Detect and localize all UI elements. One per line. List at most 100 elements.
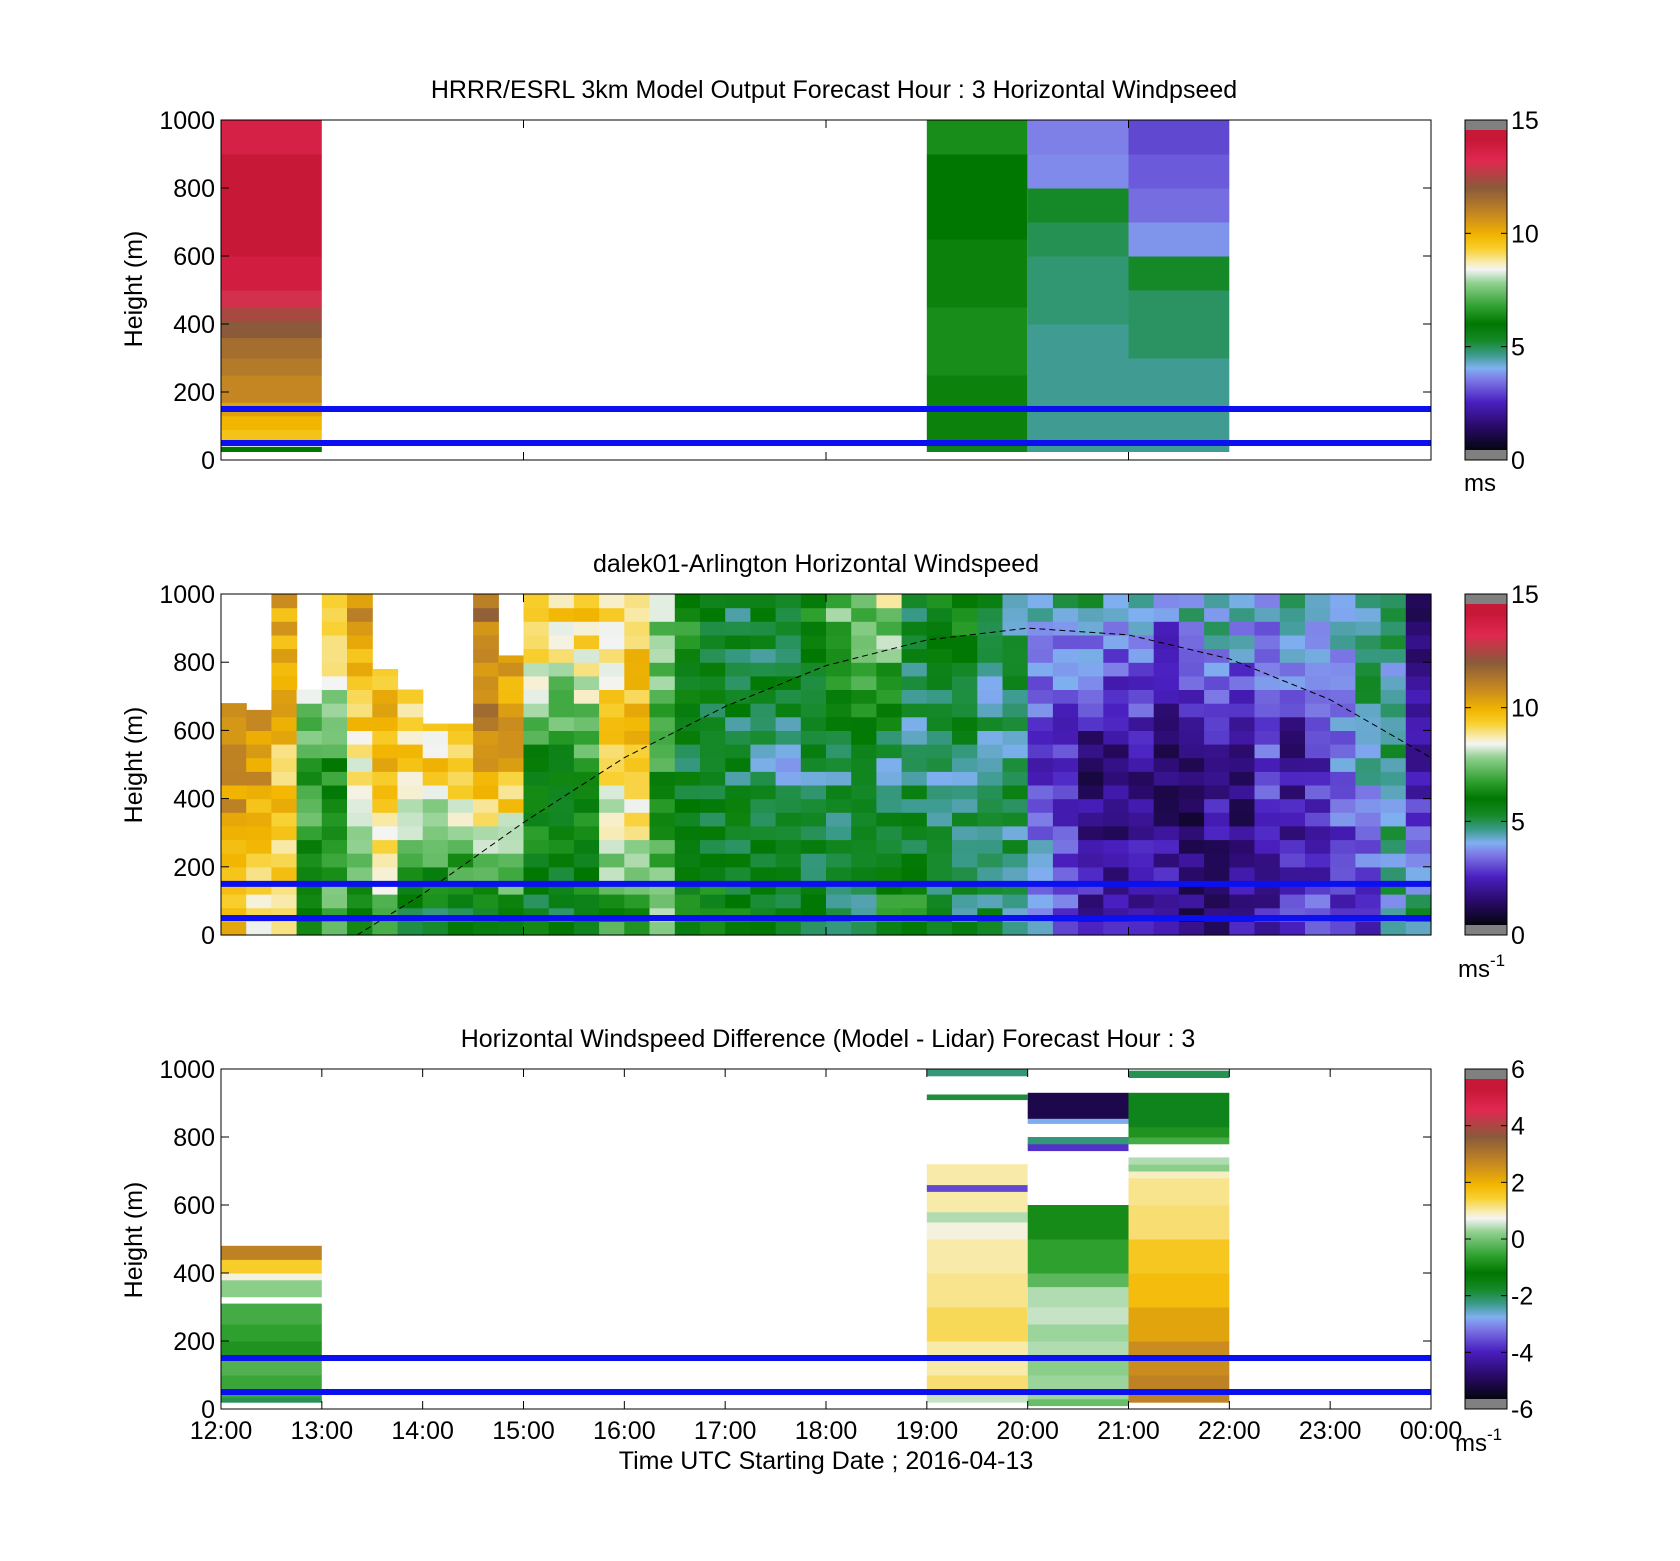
heatmap-cell <box>1078 853 1104 868</box>
heatmap-cell <box>1052 839 1079 854</box>
heatmap-cell <box>1405 853 1432 868</box>
heatmap-cell <box>876 703 903 718</box>
heatmap-cell <box>1204 825 1230 841</box>
heatmap-cell <box>1380 839 1407 854</box>
heatmap-cell <box>800 662 827 677</box>
heatmap-cell <box>1330 703 1356 718</box>
heatmap-cell <box>321 703 348 718</box>
heatmap-cell <box>851 689 877 704</box>
heatmap-cell <box>851 675 877 690</box>
heatmap-cell <box>775 921 802 936</box>
heatmap-cell <box>826 894 852 909</box>
heatmap-cell <box>826 785 852 800</box>
heatmap-cell <box>1128 1239 1230 1274</box>
heatmap-cell <box>901 894 928 909</box>
heatmap-cell <box>1279 648 1306 663</box>
heatmap-cell <box>599 634 625 650</box>
heatmap-cell <box>221 757 247 772</box>
heatmap-cell <box>775 607 802 622</box>
heatmap-cell <box>826 634 852 650</box>
heatmap-cell <box>775 648 802 663</box>
heatmap-cell <box>952 662 978 677</box>
heatmap-cell <box>447 723 474 731</box>
heatmap-cell <box>221 446 322 452</box>
y-tick-label: 600 <box>173 717 215 745</box>
heatmap-cell <box>397 798 424 813</box>
heatmap-cell <box>876 853 903 868</box>
heatmap-cell <box>573 730 600 745</box>
heatmap-cell <box>1305 771 1331 786</box>
heatmap-cell <box>1027 1092 1129 1119</box>
heatmap-cell <box>246 812 272 827</box>
heatmap-cell <box>1254 839 1281 854</box>
heatmap-cell <box>700 757 726 772</box>
heatmap-cell <box>1027 921 1054 936</box>
heatmap-cell <box>422 744 449 759</box>
heatmap-cell <box>826 648 852 663</box>
heatmap-cell <box>926 662 953 677</box>
heatmap-cell <box>548 798 575 813</box>
y-tick-label: 600 <box>173 1192 215 1220</box>
heatmap-cell <box>347 894 373 909</box>
heatmap-cell <box>1103 798 1130 813</box>
heatmap-cell <box>321 689 348 704</box>
heatmap-cell <box>599 839 625 854</box>
heatmap-cell <box>1078 825 1104 841</box>
y-tick-label: 200 <box>173 1328 215 1356</box>
y-tick-label: 600 <box>173 243 215 271</box>
heatmap-cell <box>221 825 247 841</box>
heatmap-cell <box>1305 757 1331 772</box>
heatmap-cell <box>700 607 726 622</box>
colorbar-tick-label: 15 <box>1511 107 1539 135</box>
heatmap-cell <box>926 798 953 813</box>
heatmap-cell <box>775 744 802 759</box>
heatmap-cell <box>1204 812 1230 827</box>
heatmap-cell <box>573 866 600 881</box>
heatmap-cell <box>548 703 575 718</box>
heatmap-cell <box>1128 812 1155 827</box>
heatmap-cell <box>1229 798 1256 813</box>
heatmap-cell <box>372 744 399 759</box>
heatmap-cell <box>952 798 978 813</box>
heatmap-cell <box>523 757 550 772</box>
heatmap-cell <box>775 771 802 786</box>
heatmap-cell <box>599 894 625 909</box>
heatmap-cell <box>221 771 247 786</box>
heatmap-cell <box>1153 730 1180 745</box>
heatmap-cell <box>599 607 625 622</box>
heatmap-cell <box>1229 757 1256 772</box>
heatmap-cell <box>1305 730 1331 745</box>
heatmap-cell <box>599 853 625 868</box>
heatmap-cell <box>725 716 751 731</box>
heatmap-cell <box>851 921 877 936</box>
heatmap-cell <box>851 785 877 800</box>
heatmap-cell <box>700 675 726 690</box>
heatmap-cell <box>397 703 424 718</box>
heatmap-cell <box>926 1273 1028 1308</box>
heatmap-cell <box>649 853 676 868</box>
heatmap-cell <box>926 866 953 881</box>
heatmap-cell <box>347 785 373 800</box>
heatmap-cell <box>221 1259 322 1274</box>
heatmap-cell <box>901 703 928 718</box>
heatmap-cell <box>473 703 499 718</box>
x-tick-label: 21:00 <box>1097 1417 1160 1445</box>
heatmap-cell <box>347 853 373 868</box>
heatmap-cell <box>1052 675 1079 690</box>
heatmap-cell <box>1229 771 1256 786</box>
heatmap-cell <box>1128 1273 1230 1308</box>
heatmap-cell <box>221 256 322 291</box>
heatmap-cell <box>800 730 827 745</box>
heatmap-cell <box>599 716 625 731</box>
heatmap-cell <box>1002 771 1029 786</box>
heatmap-cell <box>1178 689 1205 704</box>
colorbar-tick-label: 6 <box>1511 1056 1525 1084</box>
heatmap-cell <box>1279 798 1306 813</box>
heatmap-cell <box>221 415 322 430</box>
heatmap-cell <box>700 689 726 704</box>
heatmap-cell <box>1279 662 1306 677</box>
heatmap-cell <box>851 662 877 677</box>
heatmap-cell <box>1153 648 1180 663</box>
heatmap-cell <box>901 716 928 731</box>
